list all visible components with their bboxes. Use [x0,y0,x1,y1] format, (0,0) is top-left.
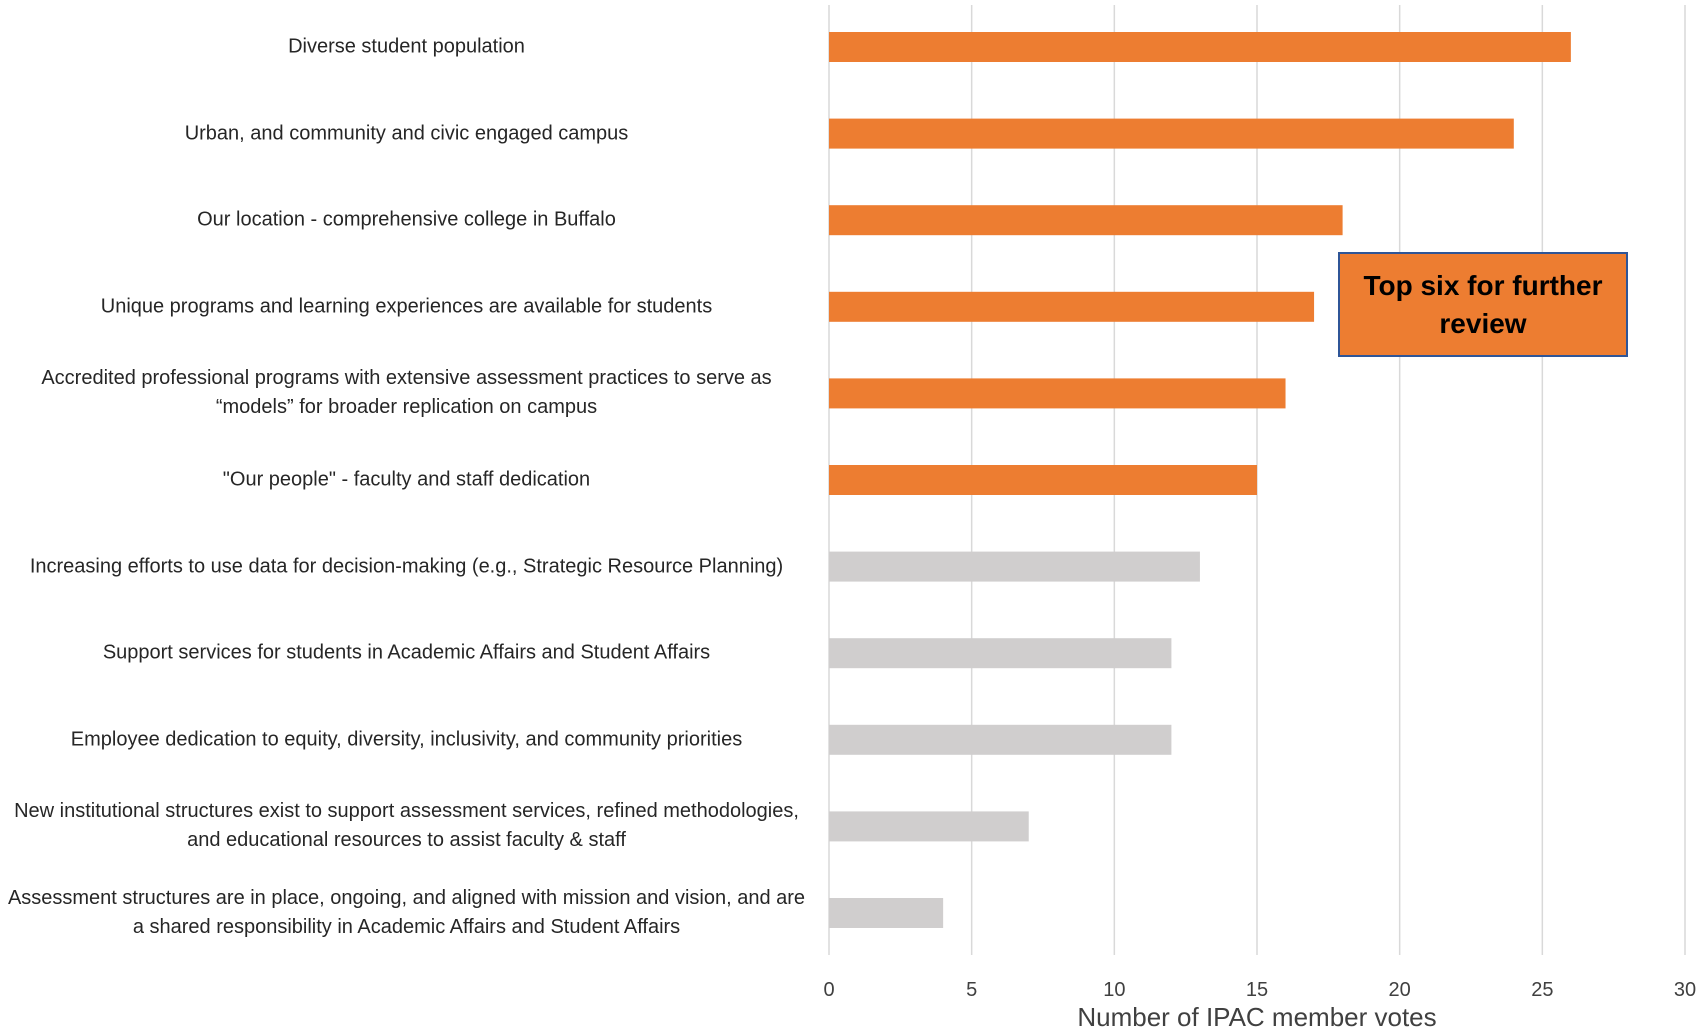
x-tick-label: 30 [1674,979,1696,1001]
bar [829,724,1172,755]
category-label: Assessment structures are in place, ongo… [7,887,806,938]
bar [829,118,1514,149]
category-label: Urban, and community and civic engaged c… [184,122,629,145]
category-label: Employee dedication to equity, diversity… [70,728,743,751]
x-tick-label: 15 [1246,979,1268,1001]
category-label: "Our people" - faculty and staff dedicat… [222,468,591,491]
callout-annotation: Top six for further review [1338,252,1628,357]
category-label: Unique programs and learning experiences… [100,295,713,318]
bars [829,32,1571,928]
callout-text: Top six for further review [1363,269,1603,339]
x-tick-label: 5 [966,979,977,1001]
category-label: Our location - comprehensive college in … [197,208,616,231]
bar [829,811,1029,842]
bar [829,638,1172,669]
bar [829,898,944,928]
category-label: Increasing efforts to use data for decis… [29,555,784,578]
x-tick-label: 25 [1531,979,1553,1001]
bar [829,551,1200,582]
category-label: Support services for students in Academi… [102,641,711,664]
category-label: Diverse student population [288,35,525,58]
category-label: New institutional structures exist to su… [14,800,799,852]
x-tick-label: 10 [1103,979,1125,1001]
x-tick-label: 0 [823,979,834,1001]
bar [829,32,1571,62]
bar [829,205,1343,236]
category-label: Accredited professional programs with ex… [41,367,772,419]
bar [829,291,1315,322]
x-tick-label: 20 [1389,979,1411,1001]
bar [829,378,1286,409]
bar [829,465,1257,495]
x-tick-labels: 0 5 10 15 20 25 30 [823,979,1696,1001]
